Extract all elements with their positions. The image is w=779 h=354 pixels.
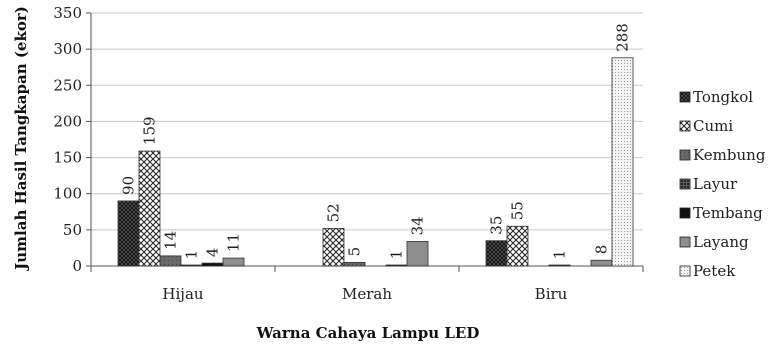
bar-kembung-merah [343,261,366,267]
y-axis-title: Jumlah Hasil Tangkapan (ekor) [12,6,30,272]
legend-label-tongkol: Tongkol [693,88,753,106]
legend-label-layang: Layang [693,233,749,251]
y-tick-label: 300 [53,40,82,58]
bar-tembang-hijau [201,262,224,267]
data-label: 11 [225,233,243,252]
data-label: 55 [509,201,527,220]
x-category-label: Biru [535,285,568,303]
bar-petek-biru [611,57,634,267]
data-label: 4 [204,248,222,258]
data-label: 1 [388,250,406,260]
data-label: 52 [325,203,343,222]
x-category-label: Merah [342,285,392,303]
legend-swatch-layang [679,236,691,248]
legend-label-kembung: Kembung [693,146,766,164]
bar-layang-hijau [222,257,245,267]
legend-label-cumi: Cumi [693,117,733,135]
legend-swatch-tongkol [679,91,691,103]
bar-layang-merah [406,241,429,267]
bar-tembang-merah [385,264,408,267]
x-category-label: Hijau [162,285,203,303]
data-label: 35 [488,216,506,235]
data-label: 1 [183,250,201,260]
y-tick-label: 350 [53,4,82,22]
data-label: 159 [141,116,159,145]
data-label: 14 [162,231,180,250]
bar-cumi-hijau [138,150,161,267]
legend-swatch-tembang [679,207,691,219]
bar-cumi-merah [322,228,345,267]
y-tick-label: 250 [53,76,82,94]
gridlines [91,12,643,231]
data-label: 1 [551,250,569,260]
x-axis-title: Warna Cahaya Lampu LED [256,324,480,342]
bar-layur-hijau [180,264,203,267]
legend-label-layur: Layur [693,175,738,193]
legend-label-tembang: Tembang [693,204,763,222]
data-label: 8 [593,245,611,255]
legend-swatch-petek [679,265,691,277]
data-label: 90 [120,176,138,195]
y-tick-label: 150 [53,149,82,167]
bars [117,57,634,267]
y-tick-label: 0 [72,257,82,275]
bar-layang-biru [590,259,613,267]
legend-swatch-kembung [679,149,691,161]
bar-tongkol-hijau [117,200,140,267]
legend-label-petek: Petek [693,262,736,280]
y-tick-label: 200 [53,112,82,130]
bar-tongkol-biru [485,240,508,267]
legend-swatch-layur [679,178,691,190]
y-tick-label: 50 [63,221,82,239]
bar-kembung-hijau [159,255,182,267]
legend: Tongkol Cumi Kembung Layur Tembang Layang Pete… [679,88,766,280]
data-label: 5 [346,247,364,257]
bar-layur-biru [548,264,571,267]
bar-cumi-biru [506,225,529,267]
y-tick-label: 100 [53,185,82,203]
legend-swatch-cumi [679,120,691,132]
data-label: 288 [614,23,632,52]
data-label: 34 [409,216,427,235]
